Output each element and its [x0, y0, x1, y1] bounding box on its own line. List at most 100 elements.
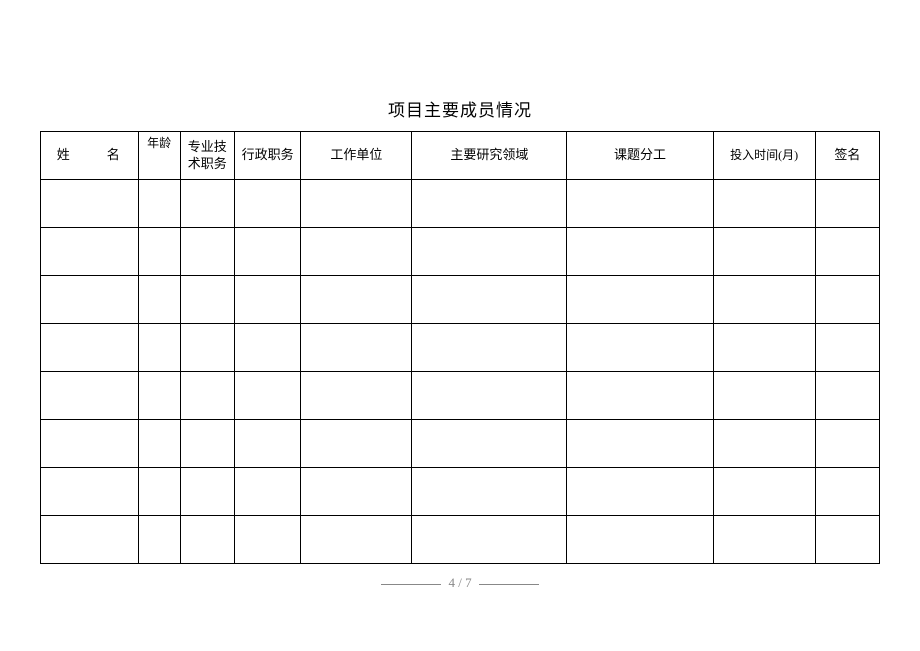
- table-cell: [138, 468, 180, 516]
- table-header-cell: 投入时间(月): [713, 132, 815, 180]
- footer-line-right: [479, 584, 539, 585]
- members-table: 姓 名年龄专业技术职务行政职务工作单位主要研究领域课题分工投入时间(月)签名: [40, 131, 880, 564]
- table-cell: [567, 516, 713, 564]
- table-cell: [180, 228, 234, 276]
- table-cell: [301, 468, 412, 516]
- table-header-cell: 专业技术职务: [180, 132, 234, 180]
- table-cell: [713, 228, 815, 276]
- table-cell: [815, 420, 879, 468]
- table-row: [41, 324, 880, 372]
- table-cell: [41, 324, 139, 372]
- table-cell: [567, 372, 713, 420]
- table-row: [41, 420, 880, 468]
- table-header-cell: 课题分工: [567, 132, 713, 180]
- table-body: [41, 180, 880, 564]
- table-cell: [301, 516, 412, 564]
- table-cell: [138, 324, 180, 372]
- table-row: [41, 180, 880, 228]
- table-cell: [412, 372, 567, 420]
- table-row: [41, 228, 880, 276]
- table-cell: [41, 516, 139, 564]
- page-number-current: 4: [448, 575, 455, 590]
- table-cell: [412, 324, 567, 372]
- page-number-sep: /: [458, 575, 462, 590]
- table-cell: [301, 180, 412, 228]
- table-cell: [41, 468, 139, 516]
- table-cell: [180, 180, 234, 228]
- table-row: [41, 516, 880, 564]
- table-cell: [234, 516, 300, 564]
- table-cell: [138, 420, 180, 468]
- table-cell: [567, 324, 713, 372]
- table-header-row: 姓 名年龄专业技术职务行政职务工作单位主要研究领域课题分工投入时间(月)签名: [41, 132, 880, 180]
- table-header-cell: 姓 名: [41, 132, 139, 180]
- table-container: 姓 名年龄专业技术职务行政职务工作单位主要研究领域课题分工投入时间(月)签名: [0, 131, 920, 564]
- table-cell: [412, 276, 567, 324]
- page-footer: 4 / 7: [0, 575, 920, 591]
- table-cell: [567, 276, 713, 324]
- table-cell: [815, 228, 879, 276]
- table-header-cell: 签名: [815, 132, 879, 180]
- table-cell: [138, 516, 180, 564]
- table-row: [41, 276, 880, 324]
- page-number-total: 7: [465, 575, 472, 590]
- table-cell: [815, 276, 879, 324]
- table-cell: [713, 372, 815, 420]
- table-cell: [301, 420, 412, 468]
- table-cell: [180, 420, 234, 468]
- table-row: [41, 468, 880, 516]
- table-cell: [234, 324, 300, 372]
- table-cell: [301, 372, 412, 420]
- table-cell: [713, 324, 815, 372]
- table-cell: [567, 468, 713, 516]
- table-cell: [138, 228, 180, 276]
- table-cell: [138, 372, 180, 420]
- table-header-cell: 年龄: [138, 132, 180, 180]
- table-cell: [412, 516, 567, 564]
- table-cell: [234, 180, 300, 228]
- table-cell: [234, 372, 300, 420]
- table-cell: [41, 276, 139, 324]
- table-row: [41, 372, 880, 420]
- footer-line-left: [381, 584, 441, 585]
- table-cell: [180, 468, 234, 516]
- table-cell: [138, 276, 180, 324]
- table-cell: [567, 180, 713, 228]
- table-cell: [41, 420, 139, 468]
- table-cell: [412, 420, 567, 468]
- table-cell: [301, 228, 412, 276]
- table-header-cell: 工作单位: [301, 132, 412, 180]
- table-cell: [41, 372, 139, 420]
- table-cell: [567, 228, 713, 276]
- table-cell: [234, 468, 300, 516]
- table-cell: [41, 180, 139, 228]
- table-cell: [412, 468, 567, 516]
- table-cell: [713, 420, 815, 468]
- table-cell: [412, 228, 567, 276]
- table-cell: [815, 468, 879, 516]
- table-cell: [180, 516, 234, 564]
- page-title: 项目主要成员情况: [0, 0, 920, 131]
- table-cell: [815, 516, 879, 564]
- table-cell: [713, 180, 815, 228]
- table-cell: [180, 276, 234, 324]
- table-cell: [234, 420, 300, 468]
- table-cell: [234, 228, 300, 276]
- table-cell: [138, 180, 180, 228]
- table-cell: [567, 420, 713, 468]
- table-cell: [713, 516, 815, 564]
- table-cell: [713, 468, 815, 516]
- table-header-cell: 行政职务: [234, 132, 300, 180]
- table-cell: [180, 324, 234, 372]
- table-cell: [234, 276, 300, 324]
- table-cell: [815, 324, 879, 372]
- table-cell: [41, 228, 139, 276]
- table-cell: [815, 180, 879, 228]
- table-cell: [412, 180, 567, 228]
- table-cell: [301, 276, 412, 324]
- table-cell: [713, 276, 815, 324]
- table-cell: [815, 372, 879, 420]
- table-header-cell: 主要研究领域: [412, 132, 567, 180]
- table-cell: [180, 372, 234, 420]
- table-cell: [301, 324, 412, 372]
